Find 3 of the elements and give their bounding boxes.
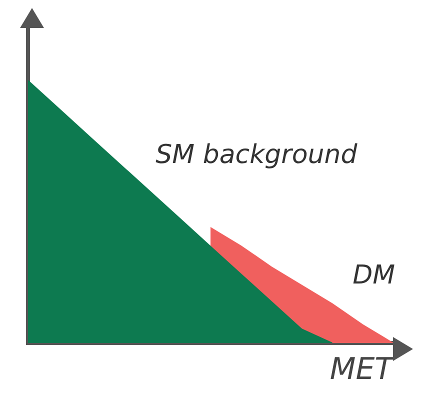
series-label: SM background — [156, 140, 358, 170]
x-axis-title: MET — [330, 352, 396, 387]
series-label: DM — [352, 260, 396, 290]
